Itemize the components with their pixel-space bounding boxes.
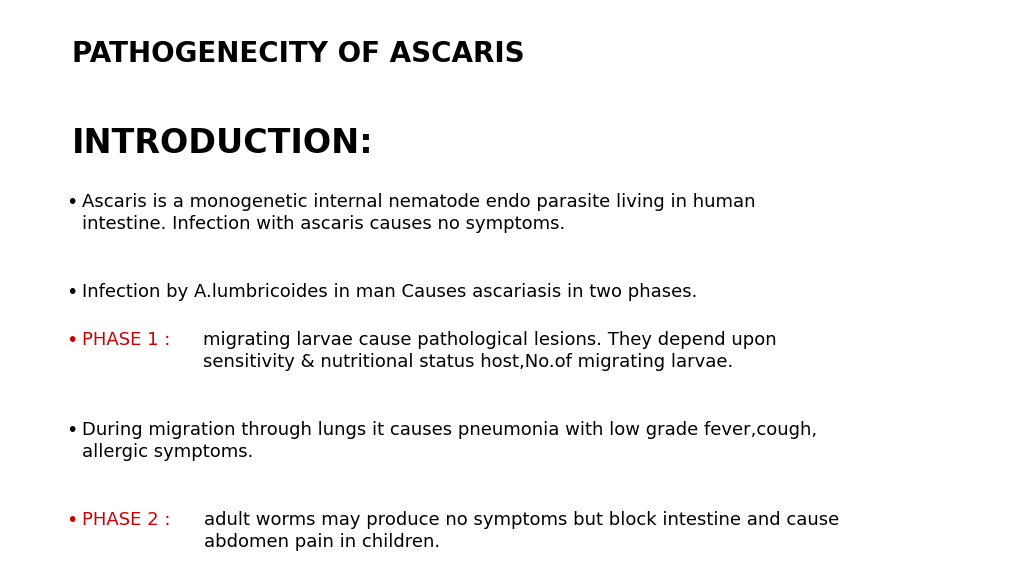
Text: During migration through lungs it causes pneumonia with low grade fever,cough,
a: During migration through lungs it causes… [82,421,817,461]
Text: •: • [67,331,78,350]
Text: PHASE 2 :: PHASE 2 : [82,511,176,529]
Text: PATHOGENECITY OF ASCARIS: PATHOGENECITY OF ASCARIS [72,40,524,69]
Text: Infection by A.lumbricoides in man Causes ascariasis in two phases.: Infection by A.lumbricoides in man Cause… [82,283,697,301]
Text: migrating larvae cause pathological lesions. They depend upon
sensitivity & nutr: migrating larvae cause pathological lesi… [204,331,777,372]
Text: adult worms may produce no symptoms but block intestine and cause
abdomen pain i: adult worms may produce no symptoms but … [204,511,839,551]
Text: INTRODUCTION:: INTRODUCTION: [72,127,374,160]
Text: •: • [67,421,78,440]
Text: PHASE 1 :: PHASE 1 : [82,331,176,349]
Text: •: • [67,283,78,302]
Text: •: • [67,511,78,530]
Text: •: • [67,193,78,212]
Text: Ascaris is a monogenetic internal nematode endo parasite living in human
intesti: Ascaris is a monogenetic internal nemato… [82,193,756,233]
